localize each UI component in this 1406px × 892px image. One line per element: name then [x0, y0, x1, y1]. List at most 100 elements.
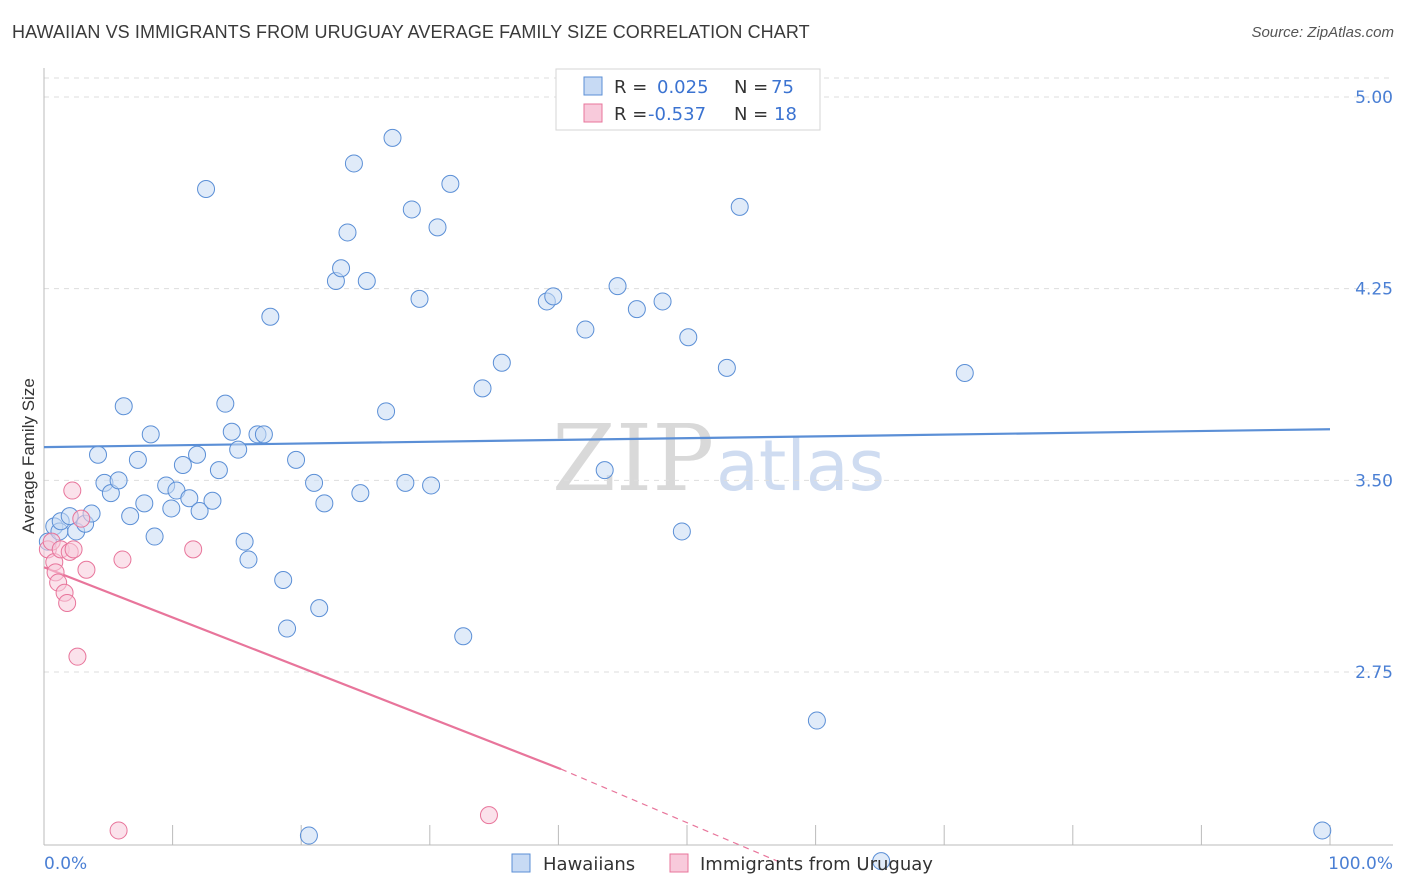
uruguay-point-17 [479, 806, 498, 825]
legend-top: R = 0.025 N = 75 R = -0.537 N = 18 [555, 68, 821, 131]
hawaiian-point-28 [216, 394, 235, 413]
legend-n-label-1: N = [734, 77, 768, 98]
y-tick-labels: 2.75 3.50 4.25 5.00 [1355, 88, 1393, 683]
hawaiian-point-34 [254, 425, 273, 444]
uruguay-point-14 [113, 550, 132, 569]
uruguay-point-10 [64, 540, 83, 559]
watermark-atlas: atlas [716, 425, 885, 507]
hawaiian-point-22 [180, 489, 199, 508]
watermark-zip: ZIP [552, 405, 714, 512]
hawaiian-point-48 [357, 272, 376, 290]
hawaiian-point-14 [128, 450, 147, 469]
uruguay-point-13 [77, 560, 96, 579]
hawaiian-point-55 [428, 218, 447, 237]
hawaiian-point-51 [396, 473, 415, 492]
trend-line-extension-1 [560, 768, 784, 865]
hawaiian-point-61 [544, 287, 563, 306]
uruguay-point-15 [184, 540, 203, 559]
hawaiian-point-29 [222, 422, 241, 441]
legend-r-value-2: -0.537 [648, 104, 706, 125]
hawaiian-point-23 [188, 445, 207, 464]
hawaiian-point-50 [383, 128, 402, 147]
hawaiian-point-63 [595, 461, 614, 480]
hawaiian-point-59 [492, 353, 511, 372]
trend-line-0 [43, 428, 1331, 449]
legend-r-label-2: R = [614, 104, 647, 125]
hawaiian-point-58 [473, 379, 492, 398]
hawaiian-point-37 [278, 619, 297, 638]
hawaiian-point-69 [717, 358, 736, 377]
hawaiian-point-42 [315, 494, 334, 513]
legend-bottom-label-uruguay: Immigrants from Uruguay [700, 854, 933, 875]
trend-lines [43, 428, 1331, 865]
hawaiian-point-8 [89, 445, 108, 464]
y-tick-label-2: 4.25 [1355, 280, 1393, 300]
hawaiian-point-16 [141, 425, 160, 444]
hawaiian-point-25 [197, 180, 216, 198]
hawaiian-point-26 [203, 491, 222, 510]
source-label: Source: ZipAtlas.com [1251, 24, 1394, 41]
hawaiian-point-53 [410, 289, 429, 308]
legend-bottom-label-hawaiians: Hawaiians [543, 854, 635, 875]
y-tick-label-1: 3.50 [1355, 471, 1393, 491]
hawaiian-point-57 [454, 627, 473, 646]
hawaiian-point-67 [672, 522, 691, 541]
hawaiian-point-71 [807, 711, 826, 730]
legend-swatch-hawaiians [583, 76, 603, 96]
legend-r-label-1: R = [614, 77, 647, 98]
hawaiian-point-73 [955, 364, 974, 382]
hawaiian-point-39 [299, 826, 318, 845]
hawaiian-point-19 [162, 499, 181, 518]
hawaiian-point-15 [135, 494, 154, 513]
hawaiian-point-54 [422, 476, 441, 495]
hawaiian-point-31 [235, 532, 254, 551]
hawaiian-point-30 [229, 440, 248, 459]
x-tick-label-min: 0.0% [44, 854, 87, 874]
hawaiian-point-47 [351, 484, 370, 503]
hawaiian-point-44 [332, 259, 351, 278]
legend-bottom: Hawaiians Immigrants from Uruguay [511, 853, 933, 875]
hawaiian-point-70 [730, 197, 749, 216]
hawaiian-point-56 [441, 174, 460, 193]
hawaiian-point-49 [377, 402, 396, 421]
x-tick-label-max: 100.0% [1328, 854, 1393, 874]
legend-n-label-2: N = [734, 104, 768, 125]
hawaiian-point-13 [121, 507, 140, 526]
legend-swatch-uruguay [583, 103, 603, 123]
uruguay-point-16 [109, 821, 128, 840]
legend-n-value-1: 75 [771, 77, 794, 98]
chart-title: HAWAIIAN VS IMMIGRANTS FROM URUGUAY AVER… [12, 22, 810, 42]
hawaiian-point-35 [261, 307, 280, 326]
uruguay-point-11 [68, 647, 87, 666]
hawaiian-point-66 [653, 292, 672, 311]
legend-bottom-swatch-hawaiians [511, 853, 531, 873]
hawaiian-point-38 [287, 450, 306, 469]
hawaiian-point-64 [608, 277, 627, 296]
y-tick-label-0: 2.75 [1355, 663, 1393, 683]
uruguay-point-9 [63, 481, 82, 500]
legend-r-value-1: 0.025 [657, 77, 709, 98]
legend-n-value-2: 18 [774, 104, 797, 125]
hawaiian-point-65 [627, 300, 646, 319]
hawaiian-point-36 [274, 571, 293, 589]
hawaiian-point-40 [305, 473, 324, 492]
hawaiian-point-74 [1313, 821, 1332, 840]
hawaiian-point-12 [114, 397, 133, 416]
hawaiian-point-17 [145, 527, 164, 546]
hawaiian-point-27 [209, 461, 228, 480]
y-tick-label-3: 5.00 [1355, 88, 1393, 108]
hawaiian-point-46 [344, 154, 363, 173]
hawaiian-point-45 [338, 223, 357, 242]
hawaiian-point-11 [109, 471, 128, 490]
grid-lines [44, 77, 1393, 673]
hawaiian-point-24 [190, 502, 209, 520]
hawaiian-point-21 [173, 456, 192, 474]
uruguay-point-7 [58, 594, 77, 612]
legend-bottom-swatch-uruguay [669, 853, 689, 873]
hawaiian-point-32 [239, 550, 258, 569]
uruguay-point-12 [72, 509, 91, 528]
axes [43, 68, 1393, 846]
hawaiian-point-72 [872, 852, 891, 871]
data-points [38, 128, 1332, 871]
